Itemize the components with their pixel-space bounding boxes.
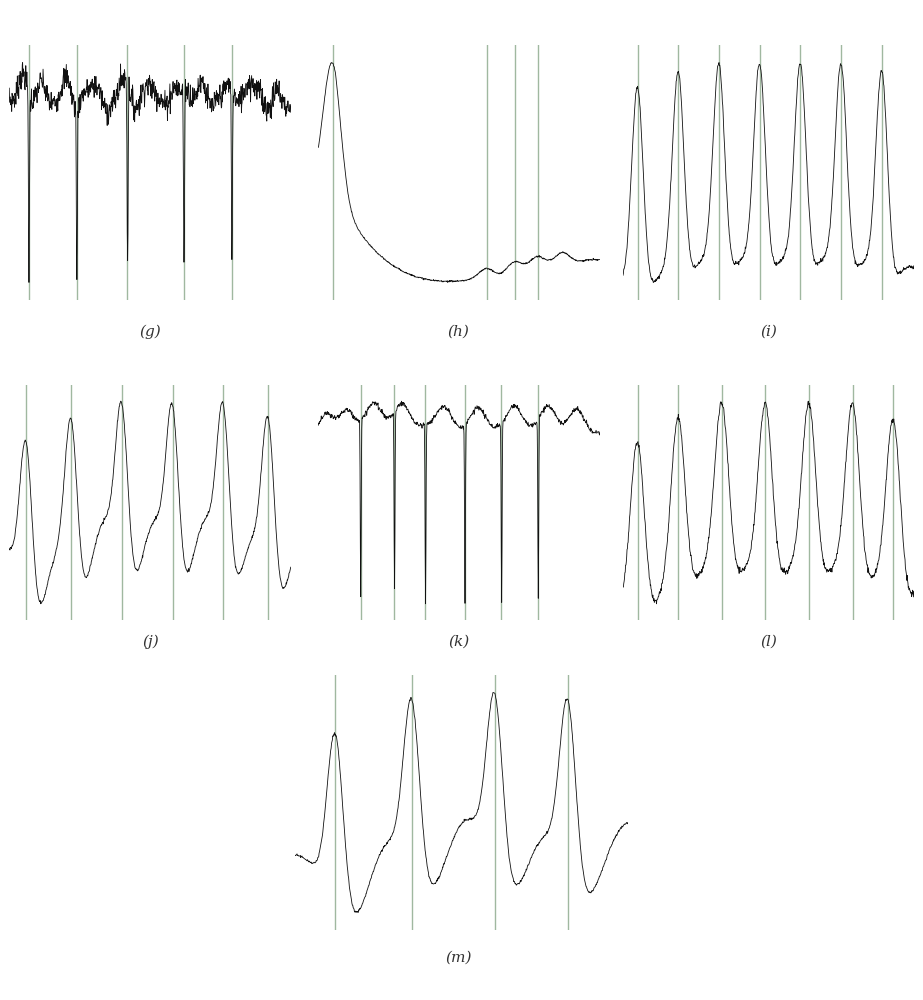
Text: (g): (g): [139, 325, 162, 339]
Text: (j): (j): [142, 635, 159, 649]
Text: (h): (h): [448, 325, 470, 339]
Text: (m): (m): [446, 951, 472, 965]
Text: (i): (i): [761, 325, 777, 339]
Text: (l): (l): [761, 635, 777, 649]
Text: (k): (k): [448, 635, 470, 649]
